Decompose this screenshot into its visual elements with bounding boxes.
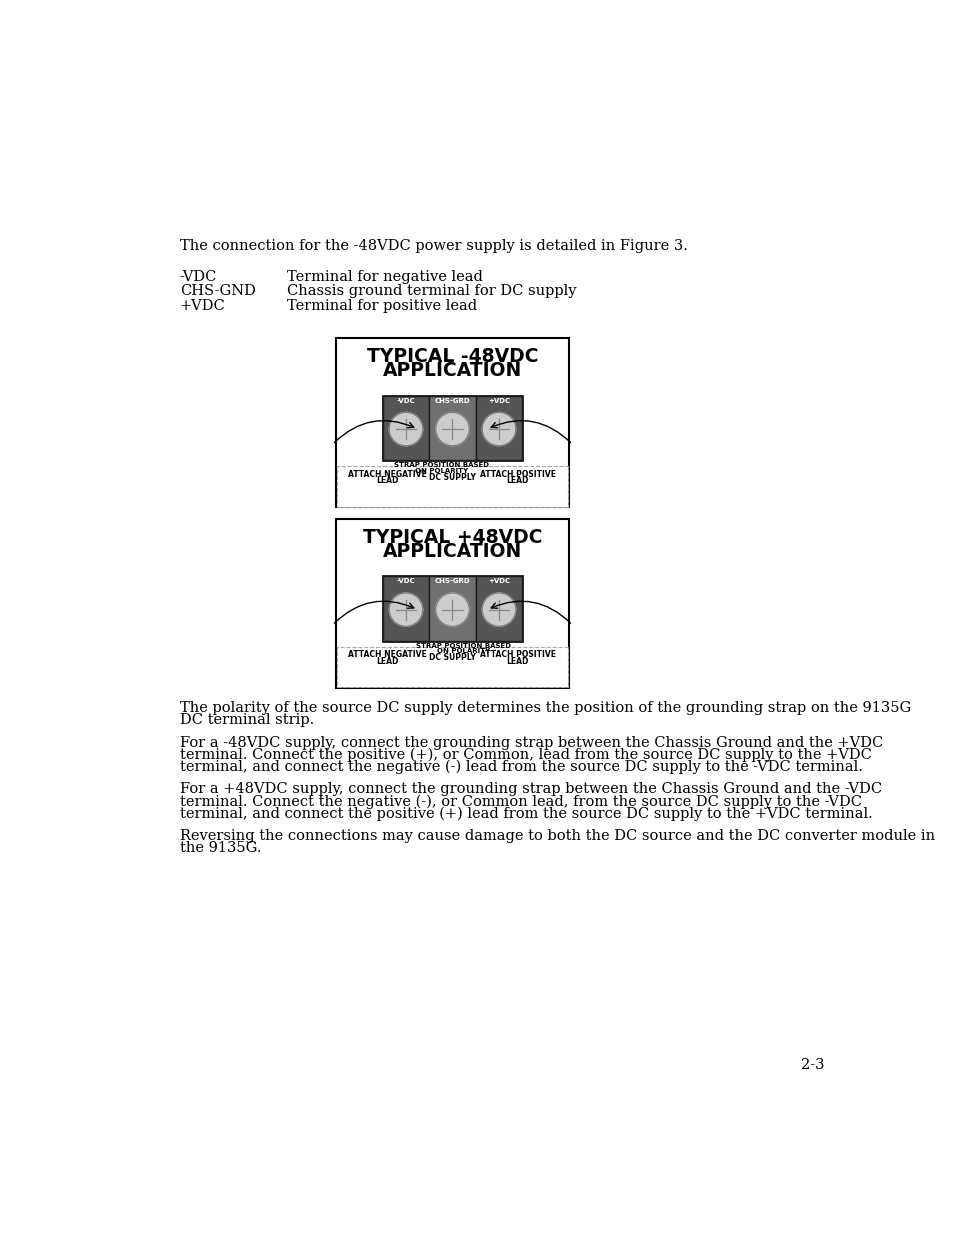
Text: TYPICAL -48VDC: TYPICAL -48VDC	[366, 347, 537, 367]
Text: Terminal for negative lead: Terminal for negative lead	[286, 270, 482, 284]
Text: -VDC: -VDC	[396, 578, 415, 584]
Bar	[382, 577, 521, 641]
Text: DC SUPPLY: DC SUPPLY	[429, 653, 476, 662]
Bar	[429, 577, 476, 641]
Text: TYPICAL +48VDC: TYPICAL +48VDC	[362, 527, 541, 547]
Text: LEAD: LEAD	[375, 475, 398, 485]
Bar	[429, 395, 476, 459]
Text: CHS-GND: CHS-GND	[179, 284, 255, 299]
Text: DC terminal strip.: DC terminal strip.	[179, 713, 314, 727]
Text: terminal, and connect the positive (+) lead from the source DC supply to the +VD: terminal, and connect the positive (+) l…	[179, 806, 872, 820]
Bar	[336, 647, 567, 687]
Bar	[382, 395, 521, 459]
Text: For a +48VDC supply, connect the grounding strap between the Chassis Ground and : For a +48VDC supply, connect the groundi…	[179, 782, 881, 797]
Circle shape	[389, 593, 422, 626]
Text: CHS-GRD: CHS-GRD	[435, 398, 470, 404]
Text: APPLICATION: APPLICATION	[382, 542, 521, 561]
Text: CHS-GRD: CHS-GRD	[435, 578, 470, 584]
Text: LEAD: LEAD	[506, 475, 528, 485]
Bar	[382, 577, 429, 641]
Text: APPLICATION: APPLICATION	[382, 361, 521, 380]
Text: ATTACH POSITIVE: ATTACH POSITIVE	[479, 651, 555, 659]
Text: The connection for the -48VDC power supply is detailed in Figure 3.: The connection for the -48VDC power supp…	[179, 240, 687, 253]
Text: Chassis ground terminal for DC supply: Chassis ground terminal for DC supply	[286, 284, 576, 299]
Text: STRAP POSITION BASED: STRAP POSITION BASED	[416, 643, 511, 648]
Bar	[335, 519, 568, 688]
Text: ON POLARITY: ON POLARITY	[436, 648, 490, 655]
Text: ATTACH NEGATIVE: ATTACH NEGATIVE	[348, 651, 426, 659]
Circle shape	[482, 593, 516, 626]
Circle shape	[436, 412, 469, 446]
Circle shape	[389, 412, 422, 446]
Text: The polarity of the source DC supply determines the position of the grounding st: The polarity of the source DC supply det…	[179, 701, 910, 715]
Text: -VDC: -VDC	[179, 270, 217, 284]
Text: terminal. Connect the positive (+), or Common, lead from the source DC supply to: terminal. Connect the positive (+), or C…	[179, 747, 871, 762]
Text: Reversing the connections may cause damage to both the DC source and the DC conv: Reversing the connections may cause dama…	[179, 829, 934, 842]
Text: -VDC: -VDC	[396, 398, 415, 404]
Bar	[476, 395, 521, 459]
Text: DC SUPPLY: DC SUPPLY	[429, 473, 476, 482]
Text: ON POLARITY: ON POLARITY	[415, 468, 467, 474]
Text: For a -48VDC supply, connect the grounding strap between the Chassis Ground and : For a -48VDC supply, connect the groundi…	[179, 736, 882, 750]
Text: ATTACH POSITIVE: ATTACH POSITIVE	[479, 469, 555, 479]
Text: the 9135G.: the 9135G.	[179, 841, 261, 855]
Circle shape	[436, 593, 469, 626]
Text: 2-3: 2-3	[801, 1058, 824, 1072]
Text: Terminal for positive lead: Terminal for positive lead	[286, 299, 476, 314]
Text: +VDC: +VDC	[487, 398, 510, 404]
Text: +VDC: +VDC	[487, 578, 510, 584]
Bar	[335, 338, 568, 508]
Bar	[336, 466, 567, 506]
Text: LEAD: LEAD	[506, 657, 528, 666]
Bar	[476, 577, 521, 641]
Text: terminal, and connect the negative (-) lead from the source DC supply to the -VD: terminal, and connect the negative (-) l…	[179, 760, 862, 774]
Text: ATTACH NEGATIVE: ATTACH NEGATIVE	[348, 469, 426, 479]
Text: terminal. Connect the negative (-), or Common lead, from the source DC supply to: terminal. Connect the negative (-), or C…	[179, 794, 861, 809]
Text: STRAP POSITION BASED: STRAP POSITION BASED	[394, 462, 488, 468]
Text: +VDC: +VDC	[179, 299, 225, 314]
Bar	[382, 395, 429, 459]
Text: LEAD: LEAD	[375, 657, 398, 666]
Circle shape	[482, 412, 516, 446]
